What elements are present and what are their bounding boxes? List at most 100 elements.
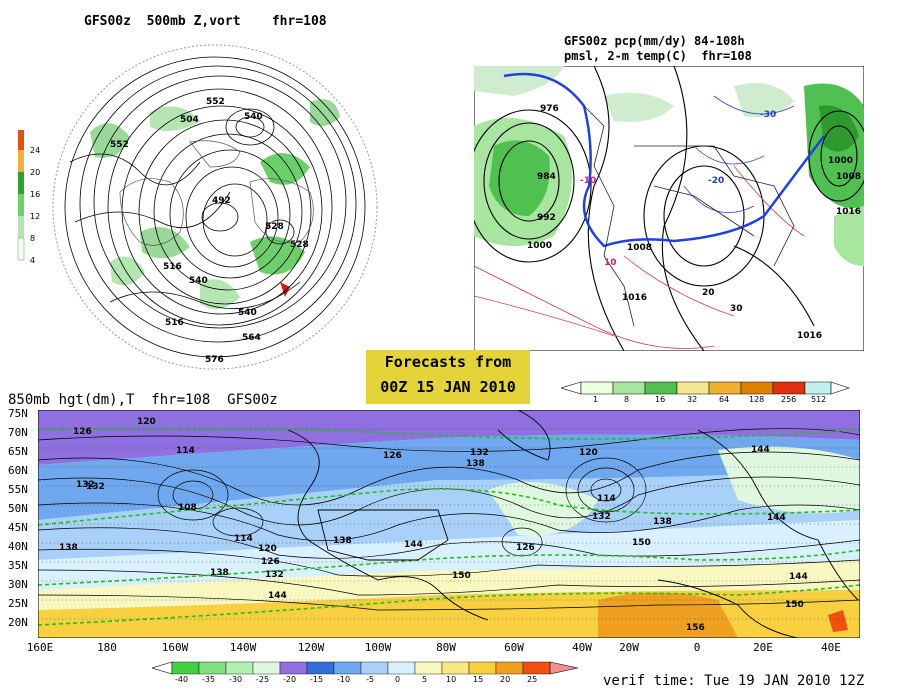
freezing-line [503, 72, 825, 248]
precip-contour-label: 992 [537, 213, 556, 223]
temp-scale-label: 20 [500, 675, 511, 684]
temp-scale-label: -30 [229, 675, 243, 684]
temp-scale-label: 5 [422, 675, 428, 684]
precip-contour-label: 1016 [836, 207, 862, 217]
vort-panel-title: GFS00z 500mb Z,vort fhr=108 [84, 14, 327, 29]
temp-scale-cell [171, 661, 200, 675]
temp-scale-label: -35 [202, 675, 216, 684]
precip-scale-cell [644, 381, 678, 395]
precip-scale-label: 64 [719, 395, 730, 404]
h850-contour-label: 132 [265, 570, 284, 580]
temp-scale-label: -40 [175, 675, 189, 684]
temp-scale-cell [252, 661, 281, 675]
vort-blob [200, 279, 240, 310]
precip-colorbar [561, 381, 850, 395]
h850-map [38, 410, 860, 638]
h850-contour-label: 138 [466, 459, 485, 469]
h850-contour-label: 144 [404, 540, 423, 550]
h850-contour-label: 114 [234, 534, 253, 544]
precip-scale-label: 16 [655, 395, 666, 404]
h850-contour-label: 126 [383, 451, 402, 461]
vort-scale-label: 12 [30, 212, 41, 221]
h850-contour-label: 114 [176, 446, 195, 456]
precip-contour-label: 30 [730, 304, 743, 314]
temp-band [38, 410, 860, 465]
vort-contour-label: 576 [205, 355, 224, 365]
lon-label: 160W [161, 641, 189, 654]
vort-colorbar: 24 20 16 12 8 4 [14, 130, 41, 270]
lon-label: 60W [504, 641, 524, 654]
precip-panel-title-line2: pmsl, 2-m temp(C) fhr=108 [564, 49, 752, 63]
temp-band [598, 592, 738, 638]
precip-scale-label: 32 [687, 395, 698, 404]
h850-coastlines [287, 410, 859, 638]
precip-scale-label: 1 [593, 395, 599, 404]
vort-scale-cell [17, 237, 25, 261]
vort-contour-label: 552 [110, 140, 129, 150]
h850-contour-label: 126 [73, 427, 92, 437]
temp-scale-cell [468, 661, 497, 675]
temp-scale-cell [279, 661, 308, 675]
temp-scale-label: 15 [473, 675, 484, 684]
lon-label: 40E [821, 641, 841, 654]
precip-scale-label: 256 [781, 395, 797, 404]
precip-area [604, 92, 674, 122]
lat-label: 35N [8, 559, 28, 572]
lat-label: 40N [8, 540, 28, 553]
precip-scale-cell [804, 381, 832, 395]
precip-scale-cell [676, 381, 710, 395]
temp-band [38, 560, 860, 610]
precip-scale-label: 128 [749, 395, 765, 404]
h850-contour-label: 138 [653, 517, 672, 527]
height-contours [64, 56, 366, 358]
precip-panel-title-line1: GFS00z pcp(mm/dy) 84-108h [564, 34, 745, 48]
lon-label: 180 [97, 641, 117, 654]
vort-scale-cell [18, 172, 24, 194]
temp-scale-cell [522, 661, 551, 675]
temp-scale-label: -10 [337, 675, 351, 684]
h850-contour-label: 144 [751, 445, 770, 455]
precip-area [474, 66, 564, 96]
precip-scale-cell [708, 381, 742, 395]
h850-contour-label: 120 [579, 448, 598, 458]
temp-contours [474, 95, 805, 349]
lon-label: 20W [619, 641, 639, 654]
h850-contour-label: 108 [178, 503, 197, 513]
temp-scale-label: -5 [366, 675, 374, 684]
polar-boundary [52, 44, 378, 370]
lon-label: 140W [229, 641, 257, 654]
h850-contour-label: 150 [452, 571, 471, 581]
precip-area [819, 105, 859, 152]
h850-contour-label: 126 [261, 557, 280, 567]
temp-scale-cell [441, 661, 470, 675]
vort-scale-label: 16 [30, 190, 41, 199]
isobars [474, 66, 864, 351]
h850-contour-label: 120 [137, 417, 156, 427]
lat-label: 45N [8, 521, 28, 534]
precip-contour-label: 976 [540, 104, 559, 114]
temp-scale-cell [360, 661, 389, 675]
vort-polar-map [52, 44, 378, 370]
coastlines [119, 140, 314, 246]
h850-contour-label: 144 [789, 572, 808, 582]
temp-band [38, 434, 860, 520]
temp-scale-label: -25 [256, 675, 270, 684]
lon-label: 20E [753, 641, 773, 654]
precip-scale-label: 512 [811, 395, 827, 404]
h850-contour-label: 138 [333, 536, 352, 546]
h850-panel-title: 850mb hgt(dm),T fhr=108 GFS00z [8, 392, 278, 408]
precip-scale-cell [580, 381, 614, 395]
temp-scale-cell [306, 661, 335, 675]
precip-scale-cell [772, 381, 806, 395]
vort-contour-label: 540 [244, 112, 263, 122]
vort-colorbar-svg [17, 130, 25, 261]
vort-scale-cell [18, 150, 24, 172]
lon-label: 160E [26, 641, 54, 654]
h850-graticule [38, 428, 860, 620]
vort-contour-label: 552 [206, 97, 225, 107]
vort-contour-label: 504 [180, 115, 199, 125]
lat-label: 30N [8, 578, 28, 591]
temp-scale-cell [333, 661, 362, 675]
h850-contour-label: 150 [632, 538, 651, 548]
lat-label: 60N [8, 464, 28, 477]
